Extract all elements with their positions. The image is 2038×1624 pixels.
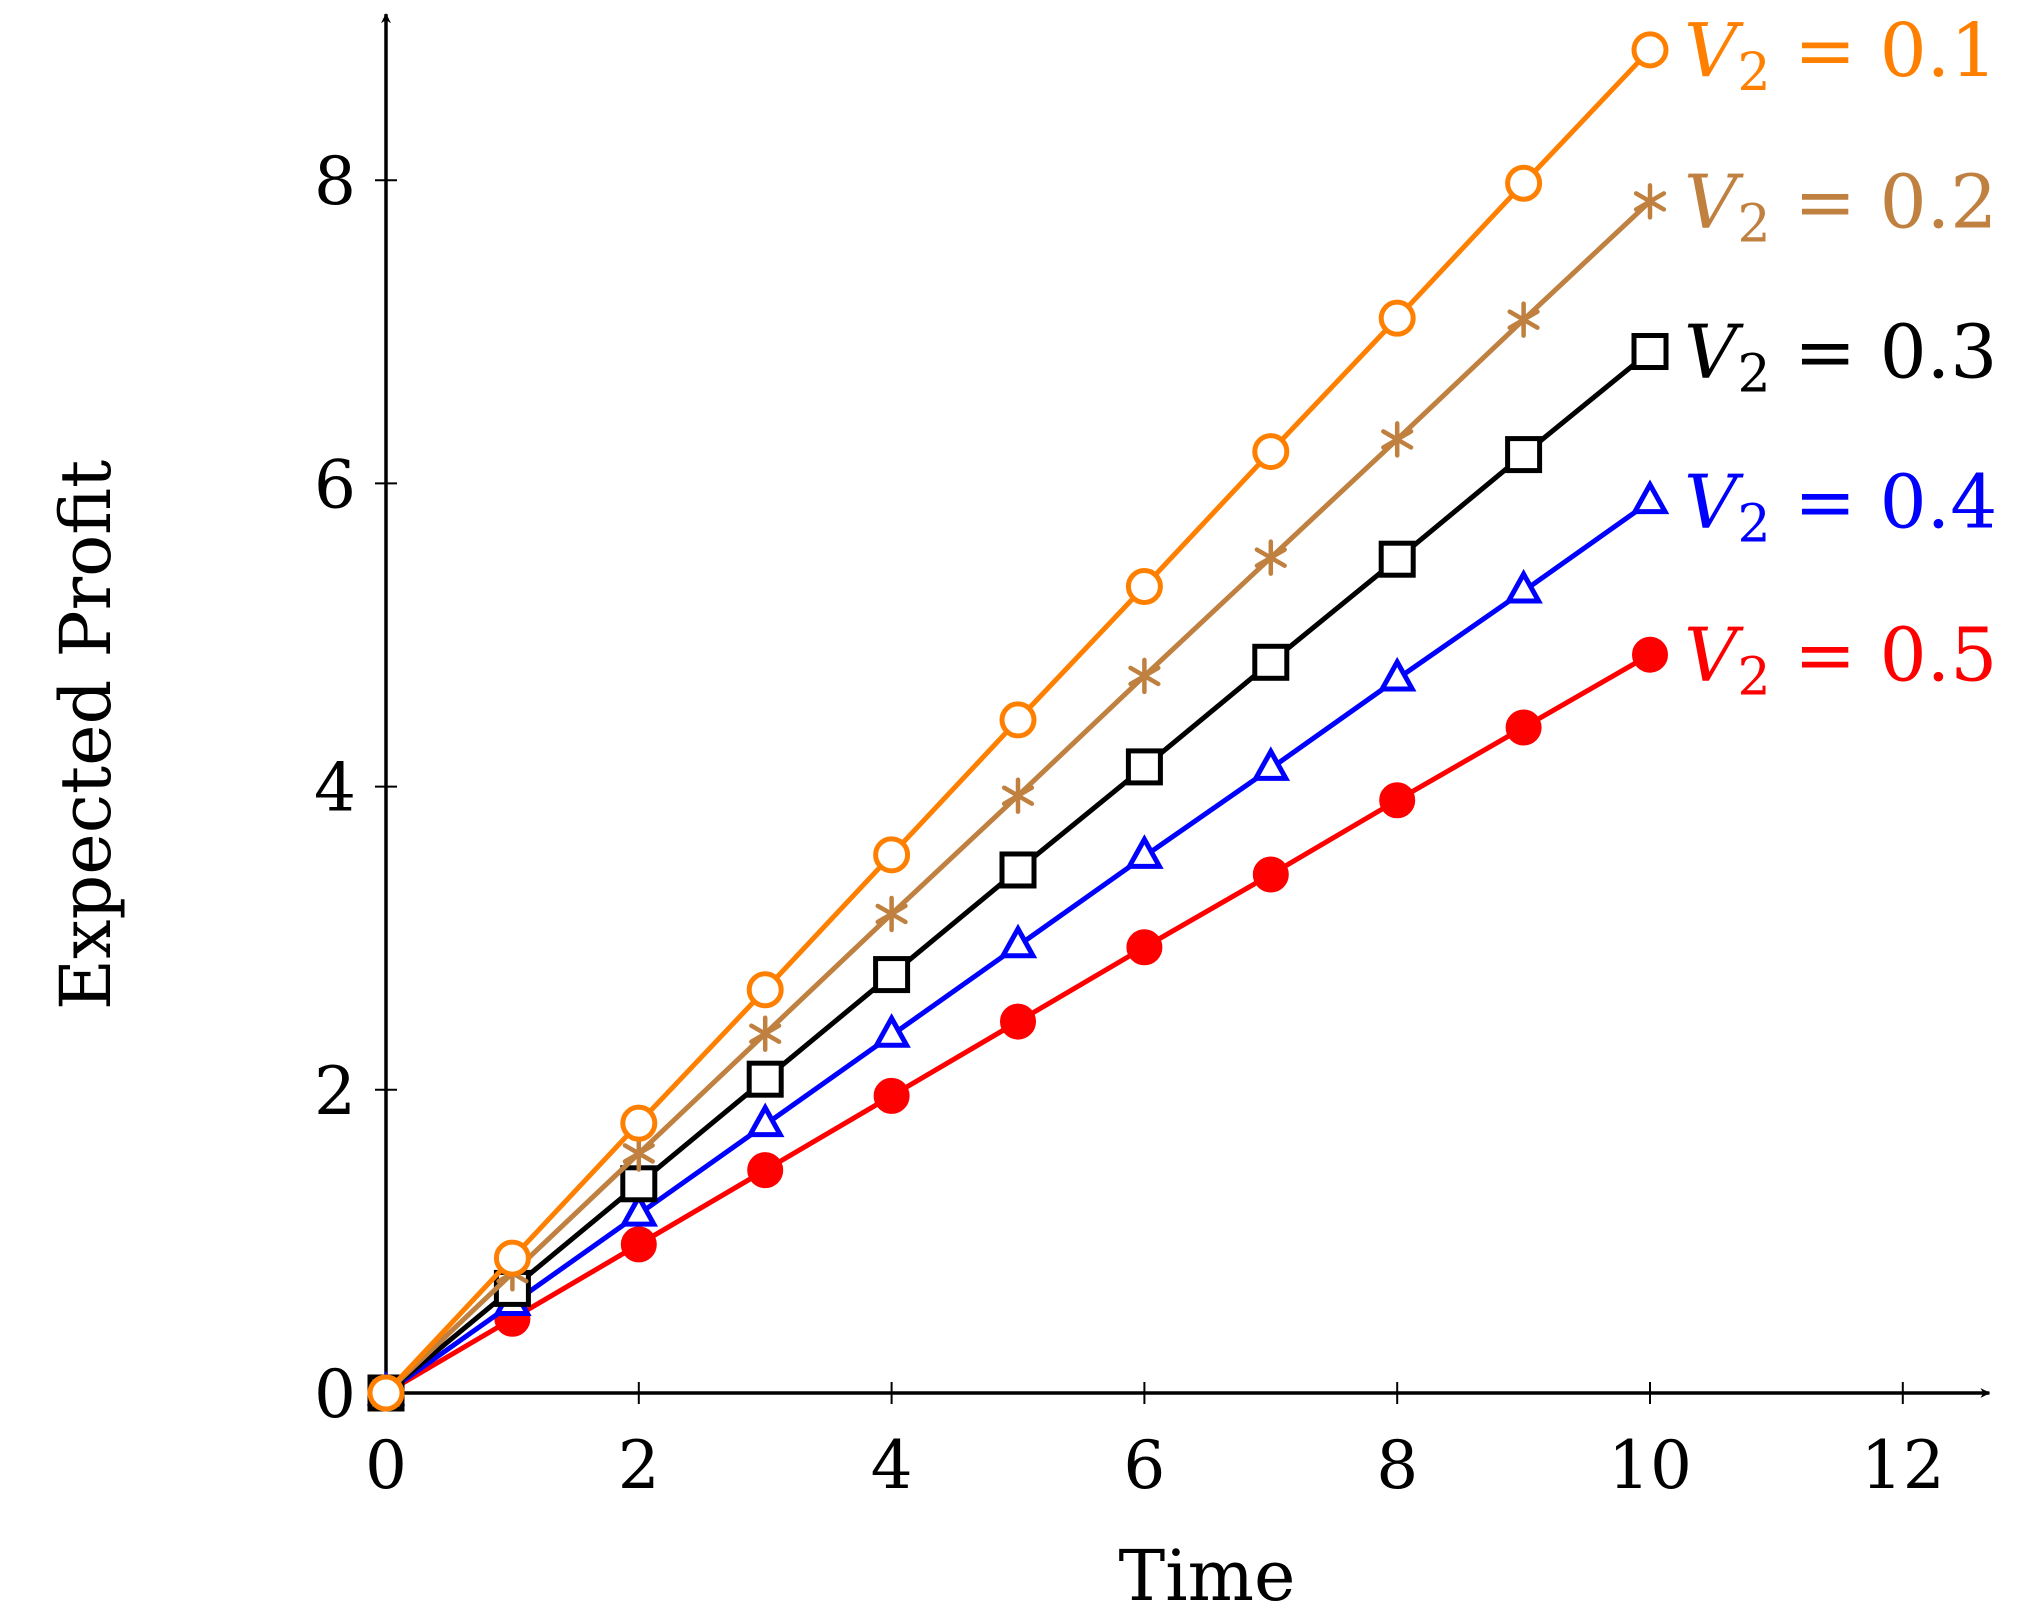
data-point-dot [620, 1226, 657, 1263]
data-point-triangle [998, 923, 1038, 959]
data-point-square [620, 1165, 658, 1203]
data-point-triangle [1630, 479, 1670, 515]
axes: 0 2 4 6 8 10 12 0 2 4 6 8 [314, 13, 1991, 1504]
data-point-asterisk [1128, 657, 1161, 695]
x-tick-label: 10 [1608, 1427, 1692, 1504]
data-point-circle [999, 701, 1037, 739]
data-point-circle [367, 1374, 405, 1412]
y-axis-title: Expected Profit [45, 460, 127, 1010]
legend-label: V2 = 0.1 [1684, 8, 1997, 103]
legend-variable: V [1684, 159, 1744, 245]
data-point-asterisk [749, 1015, 782, 1052]
data-point-square [1505, 436, 1543, 474]
data-point-dot [1126, 929, 1163, 966]
legend-label: V2 = 0.3 [1684, 310, 1997, 405]
data-point-circle [1125, 567, 1163, 605]
data-point-dot [1505, 709, 1542, 746]
data-point-triangle [745, 1102, 785, 1138]
data-point-circle [620, 1104, 658, 1142]
legend-label: V2 = 0.2 [1684, 159, 1997, 254]
legend-label: V2 = 0.5 [1684, 613, 1997, 708]
data-point-circle [746, 971, 784, 1009]
legend-value: = 0.2 [1771, 159, 1998, 245]
data-point-triangle [1125, 834, 1164, 869]
data-point-dot [1632, 636, 1668, 673]
y-tick-label: 0 [314, 1356, 356, 1433]
data-point-asterisk [875, 895, 908, 933]
data-point-circle [1631, 31, 1669, 69]
x-axis-ticks: 0 2 4 6 8 10 12 [365, 1382, 1945, 1504]
data-point-asterisk [1254, 539, 1287, 576]
legend-variable: V [1684, 310, 1744, 396]
data-point-square [873, 956, 911, 994]
series-layer [366, 31, 1670, 1412]
data-point-triangle [1251, 746, 1291, 781]
x-tick-label: 8 [1376, 1427, 1418, 1504]
data-point-square [1631, 333, 1669, 371]
y-tick-label: 2 [314, 1053, 356, 1130]
data-point-circle [1378, 299, 1416, 337]
legend-subscript: 2 [1737, 43, 1770, 103]
legend-value: = 0.5 [1771, 613, 1998, 699]
data-point-asterisk [1633, 183, 1667, 220]
data-point-circle [493, 1239, 531, 1277]
legend-subscript: 2 [1737, 648, 1770, 708]
data-point-circle [1252, 433, 1290, 471]
series-3 [367, 333, 1669, 1412]
data-point-square [1252, 643, 1290, 681]
data-point-triangle [1504, 568, 1543, 604]
legend-subscript: 2 [1737, 194, 1770, 254]
data-point-triangle [619, 1191, 659, 1227]
y-tick-label: 8 [314, 143, 356, 220]
legend-label: V2 = 0.4 [1684, 460, 1997, 555]
y-tick-label: 6 [314, 446, 356, 523]
data-point-asterisk [1507, 301, 1540, 338]
data-point-dot [747, 1152, 784, 1189]
data-point-circle [873, 836, 911, 874]
x-tick-label: 2 [618, 1427, 660, 1504]
data-point-square [746, 1060, 784, 1098]
data-point-dot [1000, 1003, 1036, 1040]
data-point-square [1378, 540, 1416, 578]
series-2 [369, 183, 1667, 1412]
data-point-dot [1379, 782, 1416, 819]
y-axis-ticks: 0 2 4 6 8 [314, 143, 397, 1433]
data-point-dot [1252, 856, 1289, 893]
x-tick-label: 0 [365, 1427, 407, 1504]
legend-value: = 0.1 [1771, 8, 1998, 94]
data-point-square [999, 851, 1037, 889]
data-point-dot [873, 1077, 910, 1114]
data-point-triangle [872, 1013, 911, 1048]
x-tick-label: 6 [1123, 1427, 1165, 1504]
y-tick-label: 4 [314, 750, 356, 827]
legend-value: = 0.4 [1771, 460, 1998, 546]
data-point-asterisk [622, 1135, 655, 1172]
legend-variable: V [1684, 460, 1744, 546]
legend-subscript: 2 [1737, 345, 1770, 405]
x-tick-label: 4 [871, 1427, 913, 1504]
legend: V2 = 0.1V2 = 0.2V2 = 0.3V2 = 0.4V2 = 0.5 [1684, 8, 1997, 708]
legend-subscript: 2 [1737, 495, 1770, 555]
series-4 [366, 479, 1670, 1406]
x-tick-label: 12 [1861, 1427, 1945, 1504]
x-axis-title: Time [1119, 1535, 1296, 1617]
data-point-circle [1505, 164, 1543, 202]
legend-variable: V [1684, 613, 1744, 699]
series-1 [367, 31, 1669, 1412]
data-point-asterisk [1381, 421, 1414, 458]
data-point-triangle [1377, 656, 1417, 692]
series-5 [368, 636, 1668, 1411]
legend-value: = 0.3 [1771, 310, 1998, 396]
data-point-square [1125, 748, 1163, 786]
legend-variable: V [1684, 8, 1744, 94]
data-point-asterisk [1001, 777, 1035, 814]
